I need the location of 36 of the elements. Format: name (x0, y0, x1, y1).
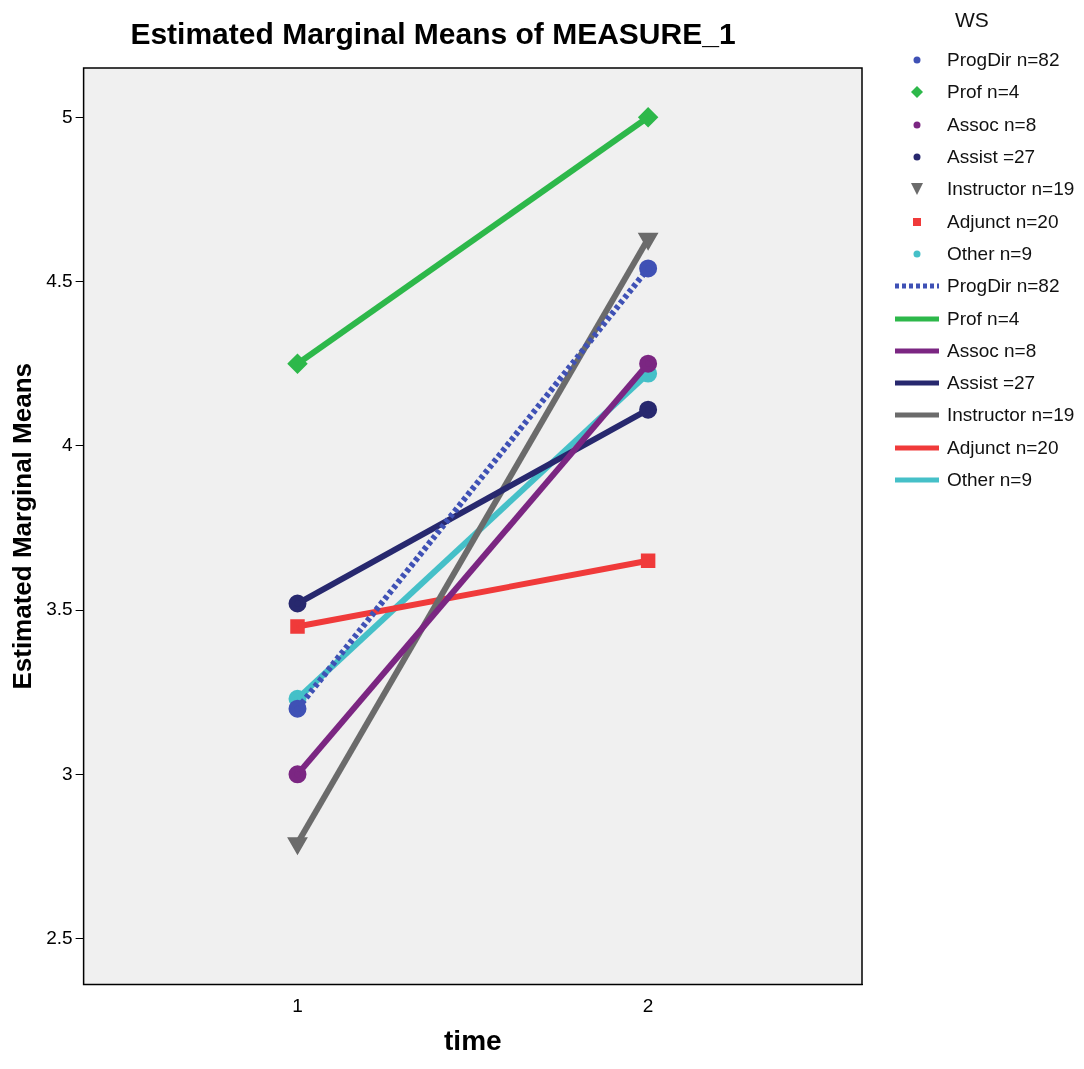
y-tick-label: 5 (62, 105, 73, 127)
legend-title: WS (955, 8, 990, 32)
point (290, 619, 305, 634)
y-tick-label: 4.5 (46, 269, 73, 291)
point (288, 354, 307, 373)
legend-label: Other n=9 (947, 469, 1033, 491)
y-axis-title: Estimated Marginal Means (6, 363, 37, 690)
y-tick-label: 4 (62, 434, 74, 456)
text: ProgDir n=82 (947, 49, 1060, 71)
text: Assist =27 (947, 146, 1036, 168)
point (288, 765, 307, 784)
point (639, 259, 658, 278)
text: Prof n=4 (947, 81, 1020, 103)
legend-label: Adjunct n=20 (947, 436, 1059, 459)
legend-label: ProgDir n=82 (947, 275, 1060, 298)
point (639, 400, 658, 419)
point (640, 553, 656, 569)
y-tick-label: 3 (62, 762, 73, 784)
text: Assoc n=8 (947, 113, 1037, 135)
chart-title: Estimated Marginal Means of MEASURE_1 (130, 17, 736, 51)
y-tick-label: 2.5 (46, 926, 73, 948)
legend-label: Prof n=4 (947, 307, 1020, 330)
legend-label: Assist =27 (947, 372, 1036, 395)
point (639, 108, 658, 127)
point (639, 354, 658, 373)
x-tick-label: 2 (642, 995, 654, 1017)
legend-label: Instructor n=19 (947, 404, 1075, 427)
x-tick-label: 1 (292, 995, 303, 1017)
text: Instructor n=19 (947, 178, 1075, 200)
legend-label: Assoc n=8 (947, 339, 1037, 362)
text: Adjunct n=20 (947, 210, 1059, 232)
point (288, 699, 307, 718)
point (288, 594, 307, 613)
y-tick-label: 3.5 (46, 598, 73, 620)
text: Other n=9 (947, 242, 1033, 264)
x-axis-title: time (444, 1024, 502, 1056)
